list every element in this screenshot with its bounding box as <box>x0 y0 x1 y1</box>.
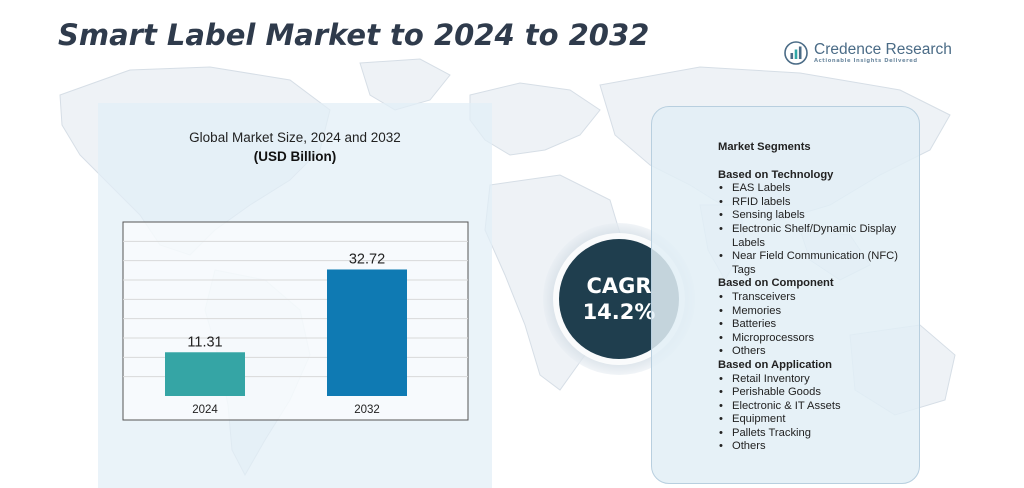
bar-2024 <box>165 352 245 396</box>
brand-logo: Credence Research Actionable Insights De… <box>784 36 954 70</box>
segment-item: Near Field Communication (NFC) Tags <box>718 250 923 277</box>
segment-item: Others <box>718 345 923 359</box>
data-label-2024: 11.31 <box>187 334 222 350</box>
segment-item: Perishable Goods <box>718 386 923 400</box>
logo-name: Credence Research <box>814 41 952 58</box>
segment-item: Electronic Shelf/Dynamic Display Labels <box>718 223 923 250</box>
segment-group-list: Transceivers Memories Batteries Micropro… <box>718 291 923 359</box>
segment-group-list: Retail Inventory Perishable Goods Electr… <box>718 373 923 455</box>
x-tick-label-2024: 2024 <box>192 404 218 416</box>
bar-2032 <box>327 269 407 396</box>
segment-item: Transceivers <box>718 291 923 305</box>
segment-group-title: Based on Component <box>718 277 834 290</box>
segments-list: Market Segments Based on Technology EAS … <box>718 141 923 454</box>
page-title: Smart Label Market to 2024 to 2032 <box>58 18 650 52</box>
segment-item: EAS Labels <box>718 182 923 196</box>
segment-item: Pallets Tracking <box>718 427 923 441</box>
segment-item: Equipment <box>718 413 923 427</box>
segment-item: Microprocessors <box>718 332 923 346</box>
segment-item: RFID labels <box>718 196 923 210</box>
segment-item: Batteries <box>718 318 923 332</box>
segment-item: Electronic & IT Assets <box>718 400 923 414</box>
chart-title: Global Market Size, 2024 and 2032 <box>189 130 401 145</box>
bar-chart-icon <box>784 41 808 65</box>
segment-item: Others <box>718 440 923 454</box>
x-tick-label-2032: 2032 <box>354 404 380 416</box>
cagr-value: 14.2% <box>582 300 656 324</box>
segment-item: Memories <box>718 305 923 319</box>
cagr-label: CAGR <box>586 274 652 298</box>
segment-item: Sensing labels <box>718 209 923 223</box>
segment-group-list: EAS Labels RFID labels Sensing labels El… <box>718 182 923 277</box>
logo-tagline: Actionable Insights Delivered <box>814 58 918 64</box>
data-label-2032: 32.72 <box>349 251 385 267</box>
segments-title: Market Segments <box>718 141 811 153</box>
segment-group-title: Based on Technology <box>718 168 834 181</box>
chart-subtitle: (USD Billion) <box>253 149 337 164</box>
segment-item: Retail Inventory <box>718 373 923 387</box>
segment-group-title: Based on Application <box>718 358 832 371</box>
